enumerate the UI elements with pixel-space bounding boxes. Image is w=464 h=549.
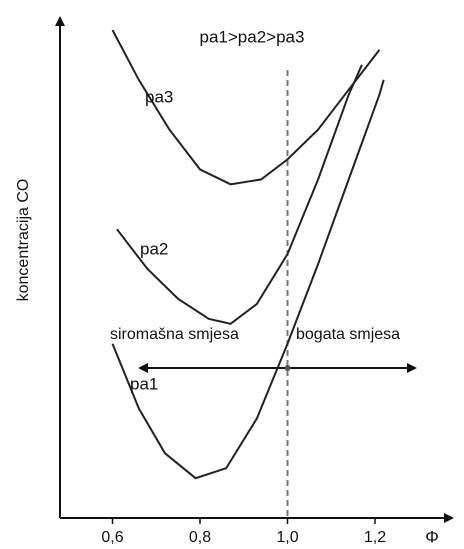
series-line xyxy=(111,29,381,186)
x-tick-label: 1,0 xyxy=(276,529,298,546)
chart-title: pa1>pa2>pa3 xyxy=(200,27,305,46)
annotation: siromašna smjesa xyxy=(110,326,239,343)
series-line xyxy=(116,64,363,325)
x-tick-label: 0,6 xyxy=(101,529,123,546)
x-axis-label: Φ xyxy=(425,527,439,546)
y-axis-label: koncentracija CO xyxy=(15,179,32,302)
series-label: pa2 xyxy=(140,239,168,258)
reference-dot xyxy=(284,365,291,371)
x-tick-label: 1,2 xyxy=(364,529,386,546)
series-label: pa3 xyxy=(145,87,173,106)
x-tick-label: 0,8 xyxy=(189,529,211,546)
series-line xyxy=(111,79,385,480)
annotation: bogata smjesa xyxy=(296,326,400,343)
series-label: pa1 xyxy=(130,374,158,393)
